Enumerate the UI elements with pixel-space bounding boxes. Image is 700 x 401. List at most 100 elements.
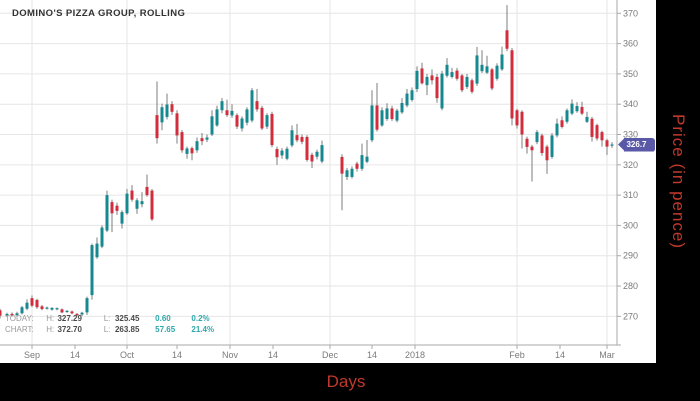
candle-down [110,202,114,214]
candle-down [200,138,204,142]
candle-up [185,148,189,154]
stats-today-high: 327.29 [57,314,82,323]
candle-up [400,102,404,113]
stats-chart-high-key: H: [46,324,55,334]
candle-down [170,104,174,112]
candle-up [250,90,254,121]
candle-down [470,80,474,92]
x-tick-label: 2018 [405,350,425,360]
candle-down [505,30,509,49]
stats-chart-high: 372.70 [57,324,82,334]
candle-up [125,193,129,214]
y-tick-label: 370 [623,8,638,18]
candle-up [350,168,354,177]
x-tick-label: 14 [70,350,80,360]
candle-up [370,105,374,141]
y-tick-label: 340 [623,99,638,109]
candle-down [145,186,149,196]
x-tick-label: 14 [367,350,377,360]
candle-up [465,76,469,87]
candle-up [290,130,294,146]
candle-up [55,308,59,310]
candle-down [175,113,179,136]
candle-up [445,64,449,76]
candle-down [30,298,34,306]
candle-up [95,243,99,258]
candle-down [75,313,79,316]
y-axis-title-panel: Price (in pence) [656,0,700,363]
stats-row-today: TODAY: H: 327.29 L: 325.45 0.60 0.2% [5,314,214,325]
candle-up [25,302,29,309]
candle-down [180,132,184,151]
candles-group [0,5,614,319]
candle-up [410,90,414,100]
candle-up [65,310,69,313]
candle-up [550,135,554,157]
candle-up [610,144,614,146]
candle-up [395,110,399,121]
stats-chart-label: CHART: [5,324,34,334]
stats-today-pct: 0.2% [191,314,210,323]
y-tick-label: 310 [623,190,638,200]
y-tick-label: 360 [623,39,638,49]
candle-up [500,54,504,70]
candle-up [280,150,284,156]
candle-down [590,118,594,137]
x-tick-label: Nov [222,350,239,360]
candle-down [155,115,159,139]
stats-today-change: 0.60 [155,314,171,323]
y-tick-label: 280 [623,281,638,291]
x-tick-label: 14 [555,350,565,360]
candle-down [390,108,394,120]
candle-down [510,50,514,119]
candle-up [245,109,249,123]
candle-down [580,106,584,114]
candle-up [205,137,209,140]
candle-up [450,72,454,77]
candle-down [190,148,194,154]
candle-up [405,93,409,106]
candle-up [90,245,94,296]
candle-up [475,55,479,84]
candle-down [40,306,44,310]
candle-up [120,212,124,224]
stats-row-chart: CHART: H: 372.70 L: 263.85 57.65 21.4% [5,325,214,336]
candle-down [130,190,134,200]
candle-down [530,146,534,151]
candle-up [570,103,574,114]
candle-down [435,76,439,99]
candle-up [315,151,319,157]
candle-down [235,115,239,127]
y-tick-label: 290 [623,251,638,261]
candle-down [520,111,524,135]
candle-up [415,70,419,90]
x-tick-label: Dec [322,350,339,360]
x-tick-label: 14 [268,350,278,360]
candle-down [35,299,39,308]
stats-today-high-key: H: [46,314,55,323]
candle-up [5,313,9,316]
candle-down [60,309,64,313]
candlestick-plot[interactable]: 270 280 290 300 310 320 330 340 350 360 370 Sep 14 Oc… [0,0,656,363]
candle-up [360,155,364,169]
candle-up [50,307,54,310]
candle-up [565,110,569,122]
candle-down [150,190,154,220]
x-tick-label: Mar [599,350,615,360]
stats-today-low-key: L: [103,314,111,323]
x-tick-label: 14 [172,350,182,360]
stats-overlay: TODAY: H: 327.29 L: 325.45 0.60 0.2% CHA… [5,314,214,335]
y-tick-label: 330 [623,130,638,140]
candle-up [80,312,84,315]
candle-down [355,163,359,169]
candle-down [420,68,424,84]
x-axis-title-panel: Days [0,363,692,401]
x-tick-label: Sep [24,350,40,360]
x-axis-title: Days [326,372,366,391]
candle-down [115,205,119,211]
stats-chart-pct: 21.4% [191,324,215,334]
candle-up [385,108,389,120]
candle-up [555,123,559,136]
candle-up [240,118,244,129]
